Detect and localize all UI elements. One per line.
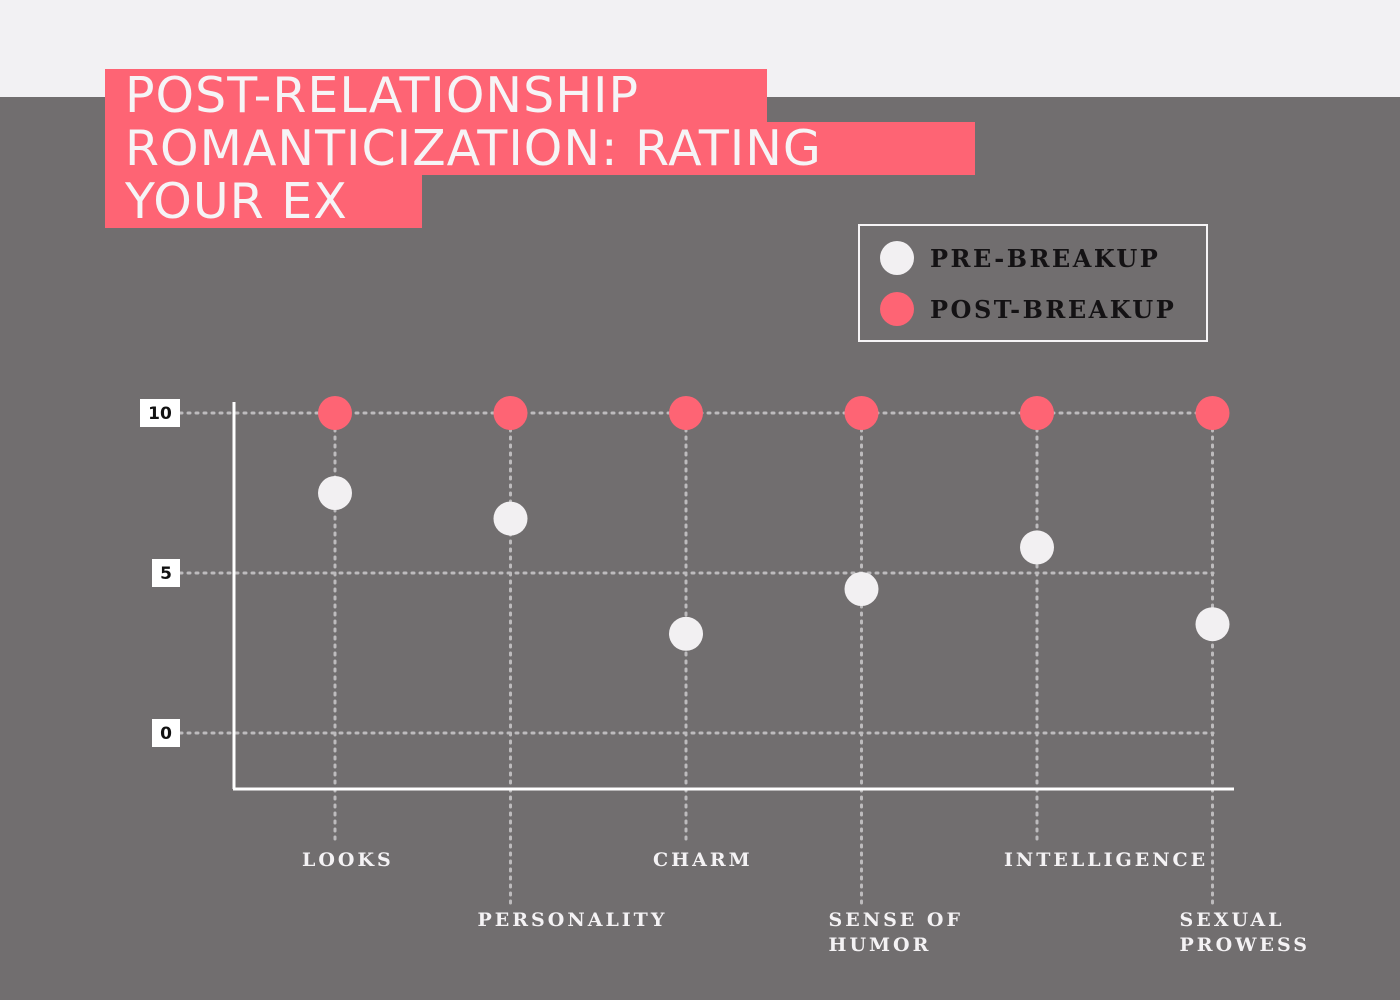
post-breakup-point-5	[1195, 396, 1230, 430]
legend-label-pre-breakup: PRE-BREAKUP	[930, 243, 1161, 273]
category-label-3-line-0: SENSE OF	[829, 909, 963, 931]
pre-breakup-point-5	[1195, 607, 1230, 642]
pre-breakup-point-0	[318, 476, 352, 510]
legend-label-post-breakup: POST-BREAKUP	[930, 294, 1177, 324]
category-label-4: INTELLIGENCE	[1004, 849, 1208, 871]
category-label-1: PERSONALITY	[478, 909, 668, 931]
y-tick-label-10: 10	[148, 404, 172, 424]
y-tick-label-5: 5	[160, 564, 172, 584]
title-line-3: YOUR EX	[105, 175, 422, 228]
post-breakup-point-3	[844, 396, 879, 430]
pre-breakup-point-3	[844, 572, 879, 606]
post-breakup-point-2	[669, 396, 703, 430]
pre-breakup-point-4	[1020, 530, 1054, 565]
category-label-2: CHARM	[653, 849, 753, 871]
category-label-3-line-1: HUMOR	[829, 934, 932, 956]
legend: PRE-BREAKUP POST-BREAKUP	[858, 224, 1208, 342]
category-label-0: LOOKS	[302, 849, 394, 871]
post-breakup-swatch	[880, 292, 914, 326]
y-tick-label-0: 0	[160, 724, 172, 744]
pre-breakup-swatch	[880, 241, 914, 275]
pre-breakup-point-2	[669, 616, 703, 651]
pre-breakup-point-1	[493, 501, 528, 536]
post-breakup-point-4	[1020, 396, 1054, 430]
post-breakup-point-0	[318, 396, 352, 430]
y-tick-box-0	[152, 719, 180, 747]
title-line-1: POST-RELATIONSHIP	[105, 69, 767, 122]
legend-item-post-breakup: POST-BREAKUP	[880, 292, 1176, 326]
title-line-2: ROMANTICIZATION: RATING	[105, 122, 975, 175]
y-tick-box-5	[152, 559, 180, 587]
category-label-5-line-1: PROWESS	[1180, 934, 1310, 956]
category-label-5-line-0: SEXUAL	[1180, 909, 1285, 931]
post-breakup-point-1	[493, 396, 528, 430]
y-tick-box-10	[140, 399, 180, 427]
legend-item-pre-breakup: PRE-BREAKUP	[880, 241, 1160, 275]
